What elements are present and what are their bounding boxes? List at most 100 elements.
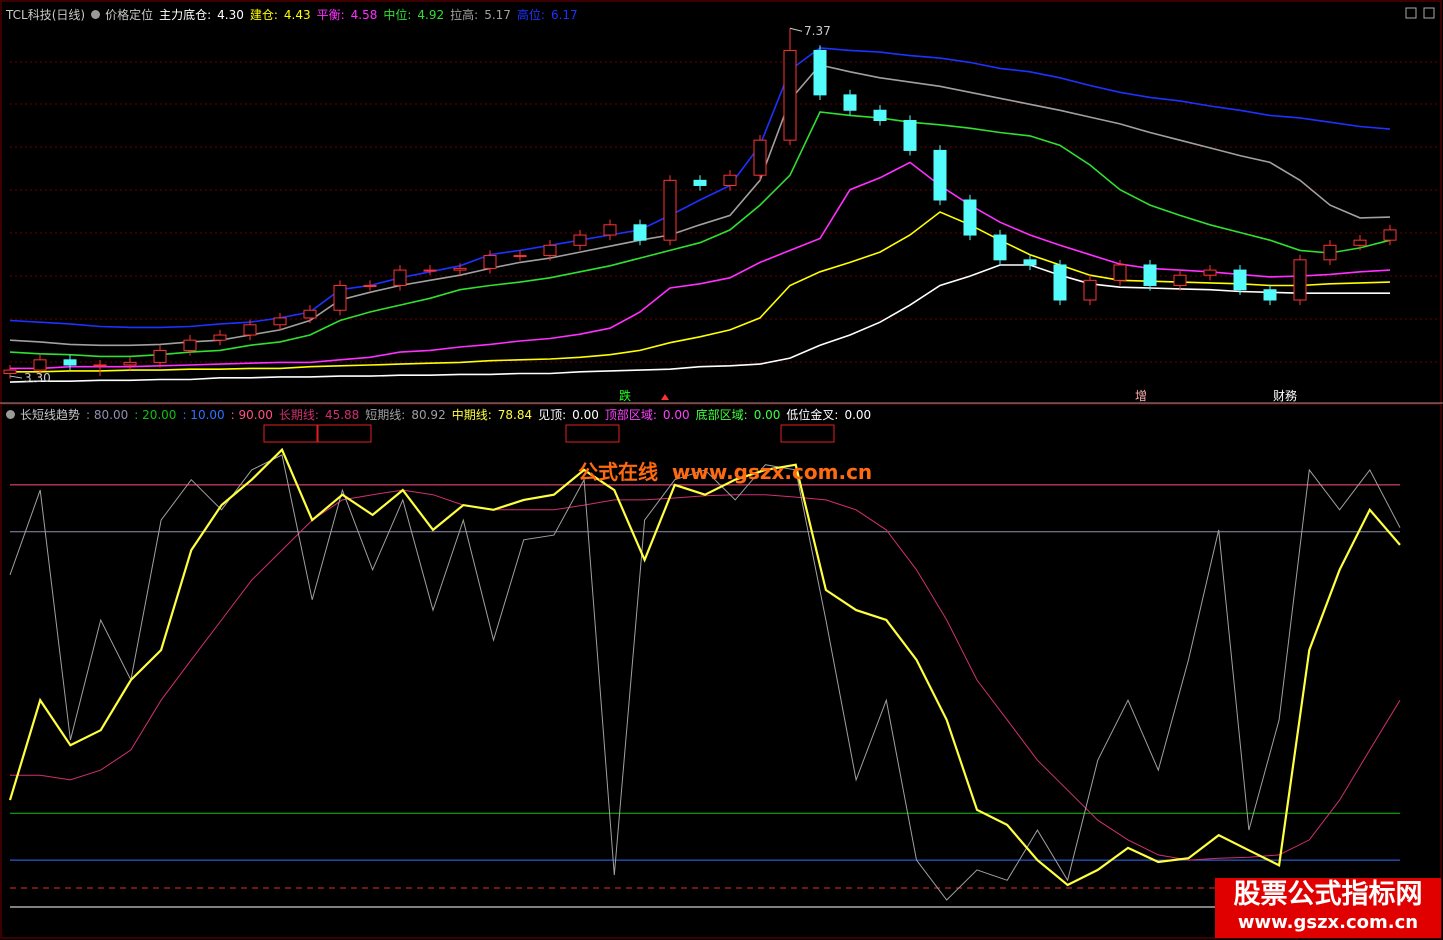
- legend-value: 4.58: [350, 7, 378, 22]
- legend-value: 4.43: [283, 7, 311, 22]
- level-label: : 90.00: [230, 407, 273, 422]
- header-icon: [91, 10, 101, 19]
- level-label: : 80.00: [86, 407, 129, 422]
- candle-body: [333, 284, 347, 311]
- candle-body: [693, 179, 707, 186]
- candle-body: [753, 139, 767, 176]
- indicator-name: 低位金叉:: [786, 408, 839, 422]
- indicator-value: 0.00: [753, 407, 781, 422]
- candle-body: [453, 267, 467, 271]
- candle-body: [1353, 239, 1367, 246]
- top-zone-box: [780, 424, 835, 443]
- candle-body: [603, 224, 617, 236]
- legend-name: 主力底仓:: [159, 8, 212, 22]
- level-label: : 20.00: [134, 407, 177, 422]
- header-icon: [6, 410, 15, 419]
- candle-body: [903, 120, 917, 151]
- legend-value: 45.88: [324, 407, 360, 422]
- max-marker-line: [789, 27, 803, 32]
- candle-body: [573, 234, 587, 246]
- candle-body: [123, 361, 137, 366]
- legend-name: 拉高:: [450, 8, 479, 22]
- series-line: [10, 489, 1401, 861]
- window-icons: [1405, 7, 1435, 19]
- signal-label: 财務: [1273, 389, 1297, 403]
- series-line: [9, 454, 1401, 901]
- badge-url: www.gszx.com.cn: [1237, 912, 1419, 933]
- indicator-value: 0.00: [572, 407, 599, 422]
- badge-title: 股票公式指标网: [1233, 879, 1423, 910]
- candle-body: [423, 269, 437, 272]
- candle-body: [483, 255, 497, 269]
- candle-body: [1203, 269, 1217, 276]
- signal-label: 增: [1135, 389, 1147, 403]
- signal-arrow: [661, 394, 669, 400]
- candle-body: [1233, 269, 1247, 291]
- candle-body: [183, 339, 197, 351]
- legend-value: 4.30: [217, 7, 244, 22]
- legend-name: 短期线:: [365, 408, 406, 422]
- candle-body: [993, 234, 1007, 261]
- candle-body: [63, 359, 77, 366]
- level-label: : 10.00: [182, 407, 225, 422]
- candle-body: [783, 49, 797, 141]
- candle-body: [513, 255, 527, 258]
- max-marker-label: 7.37: [804, 24, 831, 38]
- candle-body: [933, 149, 947, 201]
- min-marker-line: [9, 375, 23, 379]
- candle-body: [873, 109, 887, 122]
- series-line: [10, 161, 1391, 370]
- legend-value: 80.92: [411, 407, 446, 422]
- top-panel-frame: [0, 0, 1442, 404]
- bottom-panel-frame: [0, 403, 1442, 939]
- legend-value: 78.84: [497, 407, 533, 422]
- candle-body: [93, 364, 107, 367]
- candle-body: [1263, 289, 1277, 301]
- indicator-name: 见顶:: [538, 408, 567, 422]
- legend-name: 长期线:: [278, 408, 319, 422]
- indicator-name: 顶部区域:: [604, 408, 657, 422]
- candle-body: [363, 284, 377, 287]
- series-line: [8, 447, 1401, 887]
- indicator-value: 0.00: [662, 407, 690, 422]
- candle-body: [393, 269, 407, 286]
- candle-body: [3, 369, 17, 375]
- candle-body: [1113, 264, 1127, 281]
- site-badge: 股票公式指标网 www.gszx.com.cn: [1215, 878, 1441, 938]
- candle-body: [1323, 244, 1337, 261]
- candle-body: [633, 224, 647, 241]
- candle-body: [213, 334, 227, 341]
- series-line: [9, 64, 1391, 347]
- legend-name: 高位:: [516, 8, 545, 22]
- top-zone-box: [263, 424, 318, 443]
- top-zone-box: [565, 424, 620, 443]
- candle-body: [1383, 229, 1397, 241]
- candle-body: [273, 317, 287, 326]
- legend-name: 建仓:: [249, 8, 278, 22]
- candle-body: [543, 244, 557, 257]
- legend-value: 5.17: [484, 7, 511, 22]
- candle-body: [843, 94, 857, 111]
- candle-body: [1143, 264, 1157, 286]
- series-line: [9, 264, 1390, 383]
- watermark: 公式在线 www.gszx.com.cn: [578, 460, 873, 484]
- indicator-name: 底部区域:: [695, 408, 748, 422]
- series-line: [9, 111, 1391, 358]
- chart-title: TCL科技(日线): [6, 8, 86, 22]
- candle-body: [1053, 264, 1067, 301]
- legend-value: 4.92: [417, 7, 445, 22]
- indicator-value: 0.00: [844, 407, 872, 422]
- candle-body: [813, 49, 827, 96]
- candle-body: [723, 174, 737, 186]
- candle-body: [1293, 259, 1307, 301]
- legend-name: 中位:: [383, 8, 412, 22]
- series-line: [10, 211, 1391, 373]
- candle-body: [663, 179, 677, 241]
- signal-label: 跌: [619, 388, 631, 403]
- bottom-header: 长短线趋势 : 80.00: 20.00: 10.00: 90.00 长期线: 45…: [6, 406, 877, 423]
- min-marker-label: 3.30: [24, 371, 51, 385]
- candle-body: [303, 309, 317, 319]
- candle-body: [1083, 279, 1097, 301]
